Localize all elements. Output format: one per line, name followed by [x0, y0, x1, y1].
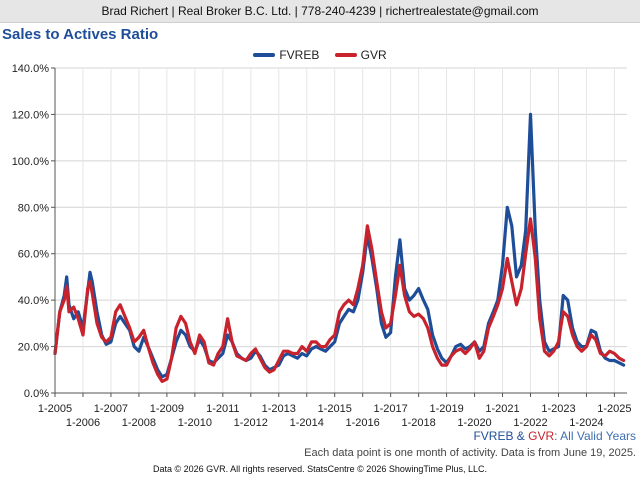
legend-swatch-fvreb: [253, 53, 276, 57]
x-tick-label: 1-2007: [94, 403, 128, 415]
series-line-gvr: [53, 217, 626, 383]
x-tick-label: 1-2006: [66, 417, 100, 429]
series-note: FVREB & GVR: All Valid Years: [473, 429, 636, 443]
x-tick-label: 1-2009: [150, 403, 184, 415]
y-tick-label: 80.0%: [18, 202, 49, 214]
data-note: Each data point is one month of activity…: [304, 447, 636, 459]
copyright-footer: Data © 2026 GVR. All rights reserved. St…: [152, 464, 488, 474]
y-tick-label: 140.0%: [12, 63, 50, 75]
legend-label-fvreb: FVREB: [279, 48, 320, 62]
x-tick-label: 1-2011: [206, 403, 239, 415]
x-tick-label: 1-2022: [513, 417, 547, 429]
legend-item-fvreb: FVREB: [253, 48, 319, 62]
y-tick-label: 0.0%: [24, 388, 49, 400]
legend-swatch-gvr: [334, 53, 357, 57]
chart-title: Sales to Actives Ratio: [2, 26, 159, 43]
series-note-fvreb: FVREB: [473, 429, 514, 443]
y-tick-label: 20.0%: [18, 342, 49, 354]
series-note-sep: &: [513, 429, 529, 443]
y-tick-label: 40.0%: [18, 295, 49, 307]
x-tick-label: 1-2015: [318, 403, 352, 415]
x-tick-label: 1-2014: [290, 417, 324, 429]
x-tick-label: 1-2013: [262, 403, 296, 415]
y-tick-label: 60.0%: [18, 249, 49, 261]
x-tick-label: 1-2023: [541, 403, 575, 415]
legend-label-gvr: GVR: [360, 48, 387, 62]
x-tick-label: 1-2008: [122, 417, 156, 429]
series-line-fvreb: [53, 112, 626, 379]
y-tick-label: 120.0%: [12, 109, 50, 121]
contact-header-text: Brad Richert | Real Broker B.C. Ltd. | 7…: [101, 4, 539, 18]
x-tick-label: 1-2025: [597, 403, 631, 415]
y-tick-label: 100.0%: [12, 156, 50, 168]
x-tick-label: 1-2018: [401, 417, 435, 429]
x-tick-label: 1-2020: [457, 417, 491, 429]
series-note-suffix: : All Valid Years: [554, 429, 636, 443]
contact-header: Brad Richert | Real Broker B.C. Ltd. | 7…: [0, 0, 640, 23]
x-tick-label: 1-2024: [569, 417, 603, 429]
x-tick-label: 1-2017: [374, 403, 408, 415]
x-tick-label: 1-2016: [346, 417, 380, 429]
x-tick-label: 1-2019: [429, 403, 463, 415]
x-tick-label: 1-2010: [178, 417, 212, 429]
legend-item-gvr: GVR: [334, 48, 387, 62]
x-tick-label: 1-2005: [38, 403, 72, 415]
chart-legend: FVREB GVR: [0, 46, 640, 62]
x-tick-label: 1-2021: [485, 403, 519, 415]
x-tick-label: 1-2012: [234, 417, 268, 429]
series-note-gvr: GVR: [528, 429, 555, 443]
